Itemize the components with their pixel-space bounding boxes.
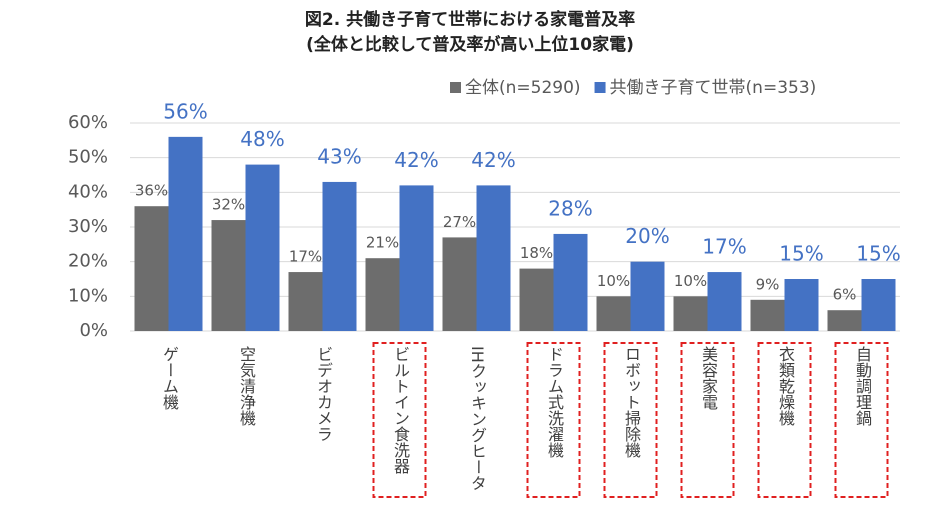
y-tick-label: 10% <box>68 285 108 306</box>
value-label: 48% <box>240 127 284 151</box>
value-label: 43% <box>317 144 361 168</box>
bar <box>245 164 280 331</box>
bar <box>707 272 742 331</box>
x-tick-label: ドラム式洗濯機 <box>545 346 564 459</box>
legend-swatch <box>450 82 461 93</box>
y-tick-label: 50% <box>68 147 108 168</box>
legend-swatch <box>594 82 606 93</box>
value-label: 28% <box>548 196 592 220</box>
value-label: 20% <box>625 224 669 248</box>
x-tick-label: ビルトイン食洗器 <box>391 346 410 474</box>
highlight-box <box>680 342 735 498</box>
bar <box>673 296 708 331</box>
value-label: 15% <box>779 242 823 266</box>
value-label: 10% <box>674 272 707 290</box>
bar <box>827 310 862 331</box>
highlight-box <box>372 342 427 498</box>
x-tick-label: 衣類乾燥機 <box>776 346 795 427</box>
value-label: 21% <box>366 234 399 252</box>
value-label: 9% <box>756 275 780 293</box>
highlight-box <box>757 342 812 498</box>
bar <box>784 279 819 331</box>
legend-label: 共働き子育て世帯(n=353) <box>610 78 817 98</box>
x-tick-label: ゲーム機 <box>160 346 179 411</box>
value-label: 10% <box>597 272 630 290</box>
x-tick-label: IHクッキングヒータ <box>468 346 487 491</box>
highlight-box <box>603 342 658 498</box>
bar <box>211 220 246 331</box>
value-label: 18% <box>520 244 553 262</box>
bar <box>322 181 357 331</box>
x-tick-label: 自動調理鍋 <box>853 346 872 426</box>
bar <box>365 258 400 331</box>
x-tick-label: 空気清浄機 <box>237 346 256 427</box>
bar <box>399 185 434 331</box>
chart-subtitle: (全体と比較して普及率が高い上位10家電) <box>306 34 634 55</box>
chart-title: 図2. 共働き子育て世帯における家電普及率 <box>305 9 635 30</box>
y-tick-label: 0% <box>79 320 108 341</box>
bar <box>553 233 588 331</box>
value-label: 56% <box>163 99 207 123</box>
bar <box>596 296 631 331</box>
bar <box>630 261 665 331</box>
bar <box>750 299 785 331</box>
y-tick-label: 60% <box>68 112 108 133</box>
value-label: 15% <box>856 242 900 266</box>
value-label: 42% <box>471 148 515 172</box>
bar <box>442 237 477 331</box>
x-tick-label: 美容家電 <box>699 346 718 410</box>
value-label: 42% <box>394 148 438 172</box>
x-tick-label: ビデオカメラ <box>314 346 333 442</box>
value-label: 17% <box>702 235 746 259</box>
highlight-box <box>526 342 581 498</box>
bar <box>476 185 511 331</box>
legend-label: 全体(n=5290) <box>465 78 581 98</box>
value-label: 32% <box>212 196 245 214</box>
y-tick-label: 40% <box>68 181 108 202</box>
bar <box>134 206 169 331</box>
bar <box>519 268 554 331</box>
value-label: 36% <box>135 182 168 200</box>
highlight-box <box>834 342 889 498</box>
value-label: 17% <box>289 248 322 266</box>
y-tick-label: 30% <box>68 216 108 237</box>
y-tick-label: 20% <box>68 251 108 272</box>
bar <box>288 272 323 331</box>
value-label: 27% <box>443 213 476 231</box>
bar <box>861 279 896 331</box>
value-label: 6% <box>833 286 857 304</box>
bar <box>168 136 203 331</box>
x-tick-label: ロボット掃除機 <box>622 346 641 459</box>
